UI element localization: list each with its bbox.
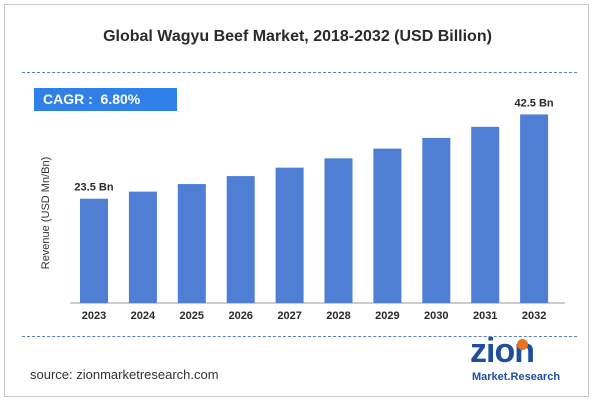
- x-tick-labels: 2023 2024 2025 2026 2027 2028 2029 2030 2031 2032: [82, 310, 547, 322]
- x-tick-2031: 2031: [473, 310, 497, 322]
- bars-group: [80, 114, 549, 303]
- x-tick-2030: 2030: [424, 310, 448, 322]
- data-labels: 23.5 Bn 42.5 Bn: [74, 97, 554, 193]
- x-tick-2027: 2027: [277, 310, 301, 322]
- zion-logo: zion Market.Research: [462, 332, 574, 392]
- bar-2030: [422, 137, 451, 303]
- bar-2027: [275, 167, 304, 303]
- logo-wordmark: zion: [470, 332, 535, 370]
- data-label-2023: 23.5 Bn: [74, 182, 113, 194]
- footer-divider: [22, 336, 577, 337]
- x-tick-2024: 2024: [131, 310, 156, 322]
- bar-2031: [471, 126, 500, 303]
- chart-title: Global Wagyu Beef Market, 2018-2032 (USD…: [103, 28, 492, 45]
- x-tick-2026: 2026: [228, 310, 252, 322]
- cagr-badge: CAGR : 6.80%: [34, 88, 177, 111]
- bar-2026: [226, 176, 255, 303]
- x-tick-2032: 2032: [522, 310, 546, 322]
- x-tick-2025: 2025: [180, 310, 204, 322]
- bar-2028: [324, 158, 353, 303]
- x-tick-2028: 2028: [326, 310, 350, 322]
- data-label-2032: 42.5 Bn: [515, 97, 554, 109]
- bar-2025: [177, 184, 206, 303]
- logo-subtitle: Market.Research: [472, 371, 561, 383]
- bar-2032: [520, 114, 549, 303]
- title-divider: [22, 72, 577, 73]
- bar-2023: [80, 198, 108, 303]
- x-tick-2029: 2029: [375, 310, 399, 322]
- bar-2029: [373, 148, 402, 303]
- x-tick-2023: 2023: [82, 310, 106, 322]
- bar-2024: [128, 191, 157, 303]
- source-text: source: zionmarketresearch.com: [30, 367, 219, 382]
- logo-dot-icon: [517, 339, 528, 350]
